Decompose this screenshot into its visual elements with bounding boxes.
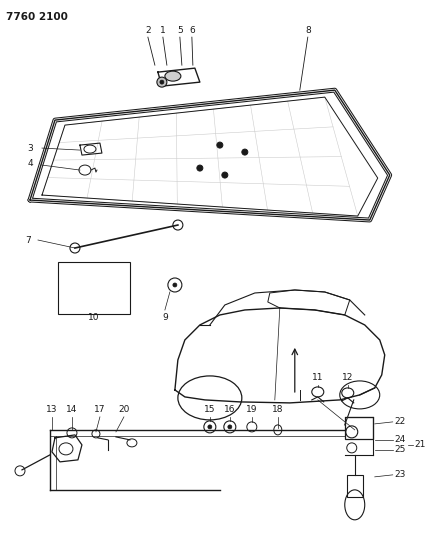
- Text: 22: 22: [395, 417, 406, 426]
- Ellipse shape: [173, 283, 177, 287]
- Ellipse shape: [228, 425, 232, 429]
- Ellipse shape: [208, 425, 212, 429]
- Ellipse shape: [242, 149, 248, 155]
- Bar: [345, 417, 373, 439]
- Text: 11: 11: [312, 374, 324, 382]
- Text: 6: 6: [189, 26, 195, 35]
- Text: 7760 2100: 7760 2100: [6, 12, 68, 22]
- Text: 1: 1: [160, 26, 166, 35]
- Text: 21: 21: [415, 440, 426, 449]
- Text: 12: 12: [342, 374, 354, 382]
- Ellipse shape: [157, 77, 167, 87]
- Text: 7: 7: [25, 236, 31, 245]
- Text: 10: 10: [88, 313, 100, 322]
- Text: 16: 16: [224, 406, 235, 414]
- Ellipse shape: [222, 172, 228, 178]
- Ellipse shape: [217, 142, 223, 148]
- Text: 4: 4: [27, 159, 33, 167]
- Text: 20: 20: [118, 406, 130, 414]
- Ellipse shape: [160, 80, 164, 84]
- Text: 13: 13: [46, 406, 58, 414]
- Text: 14: 14: [66, 406, 77, 414]
- Text: 23: 23: [395, 470, 406, 479]
- Text: 3: 3: [27, 143, 33, 152]
- Text: 15: 15: [204, 406, 216, 414]
- Bar: [347, 475, 363, 497]
- Text: 24: 24: [395, 435, 406, 445]
- Text: 25: 25: [395, 446, 406, 454]
- Text: 17: 17: [94, 406, 106, 414]
- Text: 8: 8: [305, 26, 311, 35]
- Text: 18: 18: [272, 406, 284, 414]
- Bar: [58, 262, 130, 314]
- Text: 19: 19: [246, 406, 258, 414]
- Ellipse shape: [197, 165, 203, 171]
- Text: 9: 9: [162, 313, 168, 322]
- Text: 2: 2: [145, 26, 151, 35]
- Ellipse shape: [165, 71, 181, 81]
- Text: 5: 5: [177, 26, 183, 35]
